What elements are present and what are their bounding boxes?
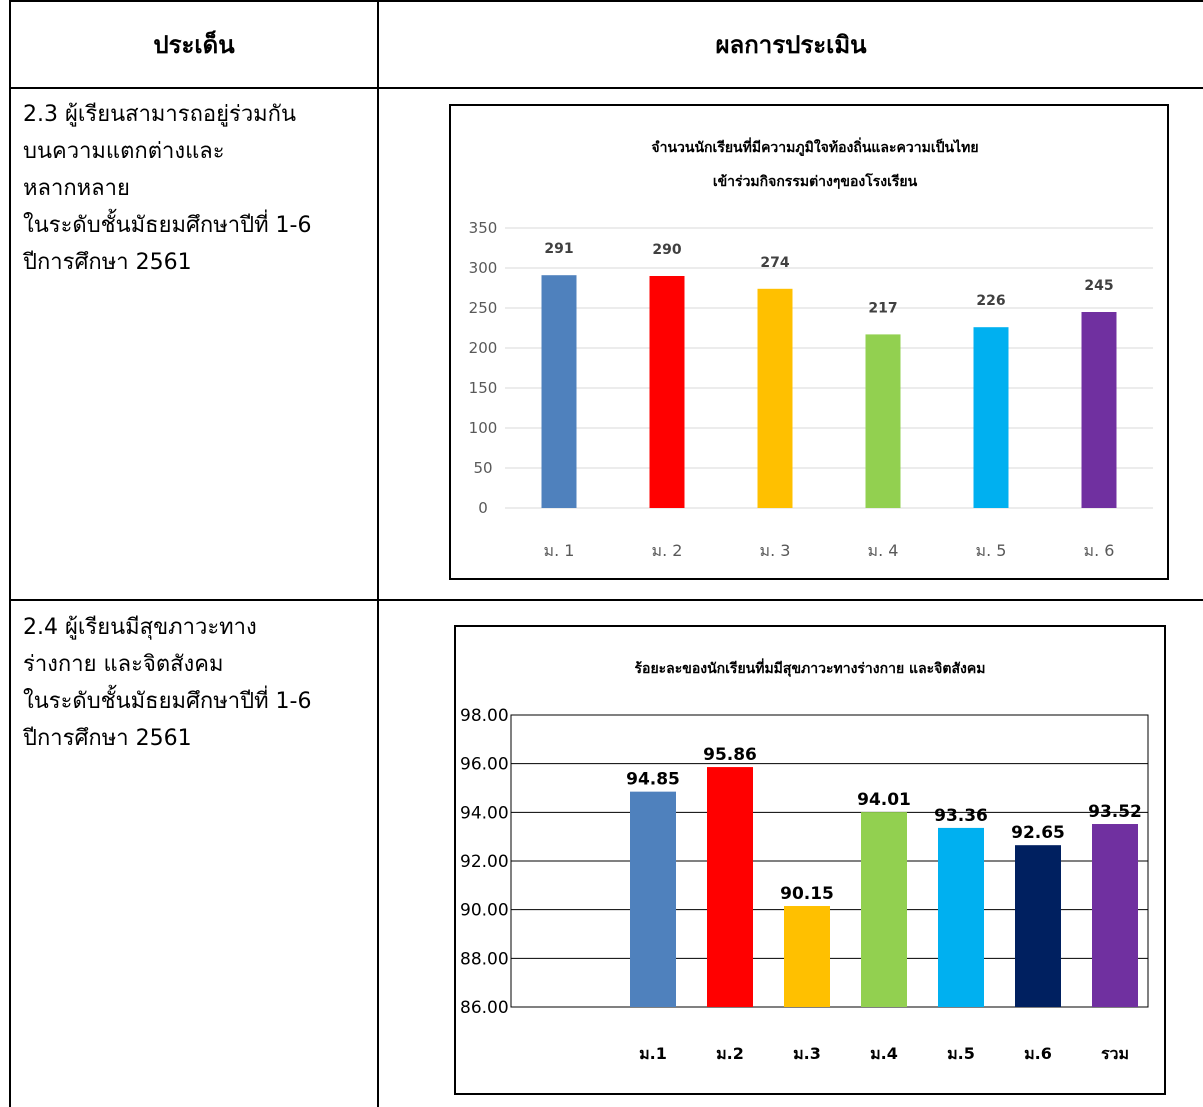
row-2-3-line: ปีการศึกษา 2561 bbox=[23, 250, 192, 275]
bar bbox=[784, 906, 830, 1007]
bar bbox=[938, 827, 984, 1007]
bar bbox=[707, 767, 753, 1007]
bar bbox=[861, 812, 907, 1007]
y-tick-label: 50 bbox=[473, 459, 492, 477]
bar bbox=[865, 334, 901, 508]
y-tick-label: 300 bbox=[469, 259, 498, 277]
data-label: 291 bbox=[544, 241, 573, 257]
data-label: 217 bbox=[868, 300, 897, 316]
x-tick-label: ม. 1 bbox=[544, 541, 575, 560]
data-label: 226 bbox=[976, 293, 1005, 309]
row-2-4-line: ร่างกาย และจิตสังคม bbox=[23, 652, 224, 677]
table-column-divider bbox=[377, 0, 379, 1107]
row-2-3-line: บนความแตกต่างและ bbox=[23, 139, 225, 164]
row-2-4-line: 2.4 ผู้เรียนมีสุขภาวะทาง bbox=[23, 615, 257, 640]
data-label: 92.65 bbox=[1011, 823, 1065, 843]
y-tick-label: 350 bbox=[469, 219, 498, 237]
x-tick-label: ม. 3 bbox=[760, 541, 791, 560]
bar bbox=[1092, 824, 1138, 1007]
chart-proud-students: จำนวนนักเรียนที่มีความภูมิใจท้องถิ่นและค… bbox=[449, 104, 1169, 580]
x-tick-label: รวม bbox=[1101, 1044, 1129, 1063]
bar bbox=[630, 791, 676, 1007]
table-header-divider bbox=[9, 87, 1203, 89]
x-tick-label: ม. 6 bbox=[1084, 541, 1115, 560]
y-tick-label: 98.00 bbox=[460, 706, 509, 726]
y-tick-label: 86.00 bbox=[460, 998, 509, 1018]
y-tick-label: 92.00 bbox=[460, 852, 509, 872]
assessment-table: ประเด็น ผลการประเมิน 2.3 ผู้เรียนสามารถอ… bbox=[9, 0, 1203, 1107]
chart-health-percent-svg: ร้อยะละของนักเรียนที่มมีสุขภาวะทางร่างกา… bbox=[460, 658, 1149, 1063]
x-tick-label: ม.4 bbox=[870, 1044, 898, 1063]
x-tick-label: ม. 4 bbox=[868, 541, 899, 560]
x-tick-label: ม. 5 bbox=[976, 541, 1007, 560]
header-issue: ประเด็น bbox=[153, 30, 235, 59]
data-label: 95.86 bbox=[703, 745, 757, 765]
header-result: ผลการประเมิน bbox=[715, 30, 867, 59]
data-label: 274 bbox=[760, 255, 789, 271]
x-tick-label: ม.1 bbox=[639, 1044, 667, 1063]
chart-proud-students-svg: จำนวนนักเรียนที่มีความภูมิใจท้องถิ่นและค… bbox=[469, 137, 1153, 560]
y-tick-label: 94.00 bbox=[460, 803, 509, 823]
row-2-3-description: 2.3 ผู้เรียนสามารถอยู่ร่วมกัน บนความแตกต… bbox=[23, 96, 312, 281]
y-tick-label: 200 bbox=[469, 339, 498, 357]
bar bbox=[973, 327, 1009, 508]
x-tick-label: ม.6 bbox=[1024, 1044, 1052, 1063]
y-tick-label: 150 bbox=[469, 379, 498, 397]
data-label: 290 bbox=[652, 242, 681, 258]
x-tick-label: ม.5 bbox=[947, 1044, 975, 1063]
y-tick-label: 90.00 bbox=[460, 901, 509, 921]
table-row-divider bbox=[9, 599, 1203, 601]
chart-title: จำนวนนักเรียนที่มีความภูมิใจท้องถิ่นและค… bbox=[651, 137, 978, 156]
row-2-3-line: 2.3 ผู้เรียนสามารถอยู่ร่วมกัน bbox=[23, 102, 297, 127]
bar bbox=[1081, 312, 1117, 508]
bar bbox=[1015, 845, 1061, 1007]
y-tick-label: 250 bbox=[469, 299, 498, 317]
data-label: 94.01 bbox=[857, 790, 911, 810]
data-label: 245 bbox=[1084, 278, 1113, 294]
x-tick-label: ม.2 bbox=[716, 1044, 744, 1063]
row-2-4-description: 2.4 ผู้เรียนมีสุขภาวะทาง ร่างกาย และจิตส… bbox=[23, 609, 312, 757]
table-top-border bbox=[9, 0, 1203, 2]
table-left-border bbox=[9, 0, 11, 1107]
y-tick-label: 100 bbox=[469, 419, 498, 437]
chart-subtitle: เข้าร่วมกิจกรรมต่างๆของโรงเรียน bbox=[713, 172, 918, 190]
y-tick-label: 0 bbox=[478, 499, 488, 517]
bar bbox=[541, 275, 577, 508]
row-2-3-line: ในระดับชั้นมัธยมศึกษาปีที่ 1-6 bbox=[23, 213, 312, 238]
y-tick-label: 88.00 bbox=[460, 949, 509, 969]
x-tick-label: ม. 2 bbox=[652, 541, 683, 560]
chart-title: ร้อยะละของนักเรียนที่มมีสุขภาวะทางร่างกา… bbox=[635, 658, 986, 677]
row-2-3-line: หลากหลาย bbox=[23, 176, 130, 201]
data-label: 93.36 bbox=[934, 806, 988, 826]
chart-health-percent: ร้อยะละของนักเรียนที่มมีสุขภาวะทางร่างกา… bbox=[454, 625, 1166, 1095]
row-2-4-line: ปีการศึกษา 2561 bbox=[23, 726, 192, 751]
data-label: 94.85 bbox=[626, 770, 680, 790]
row-2-4-line: ในระดับชั้นมัธยมศึกษาปีที่ 1-6 bbox=[23, 689, 312, 714]
x-tick-label: ม.3 bbox=[793, 1044, 821, 1063]
bar bbox=[757, 288, 793, 508]
data-label: 93.52 bbox=[1088, 802, 1142, 822]
y-tick-label: 96.00 bbox=[460, 755, 509, 775]
bar bbox=[649, 276, 685, 508]
data-label: 90.15 bbox=[780, 884, 834, 904]
